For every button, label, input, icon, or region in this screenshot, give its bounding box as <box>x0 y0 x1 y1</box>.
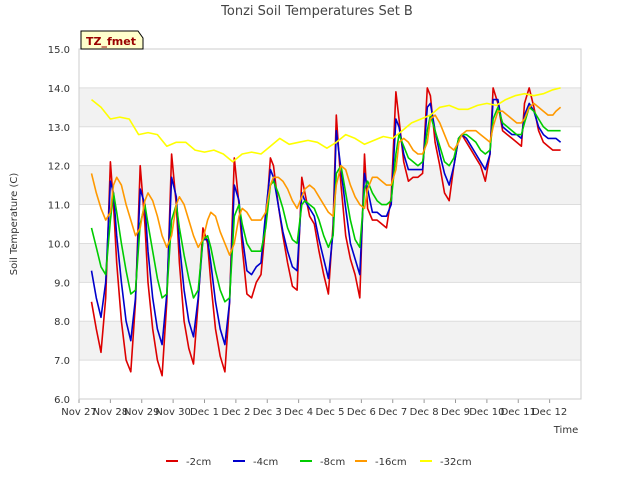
x-tick-label: Dec 7 <box>378 407 407 418</box>
legend-label: -2cm <box>186 457 211 468</box>
chart-title: Tonzi Soil Temperatures Set B <box>220 4 413 19</box>
y-tick-label: 15.0 <box>48 45 70 56</box>
series-line-8cm <box>90 106 561 303</box>
grid-band <box>79 165 581 205</box>
y-tick-label: 8.0 <box>54 317 70 328</box>
series-lines <box>90 87 562 377</box>
x-tick-label: Nov 28 <box>93 407 128 418</box>
x-tick-label: Dec 12 <box>532 407 567 418</box>
x-tick-label: Dec 2 <box>221 407 250 418</box>
x-axis-label: Time <box>553 425 578 436</box>
grid-band <box>79 49 581 88</box>
y-axis-label: Soil Temperature (C) <box>9 173 20 276</box>
x-tick-label: Nov 27 <box>61 407 96 418</box>
series-line-4cm <box>90 98 562 346</box>
series-line-16cm <box>90 102 562 256</box>
y-tick-label: 12.0 <box>48 162 70 173</box>
series-line-32cm <box>90 87 561 163</box>
plot-background <box>79 48 581 400</box>
legend-label: -16cm <box>375 457 407 468</box>
y-tick-label: 6.0 <box>54 395 70 406</box>
y-tick-label: 11.0 <box>48 201 70 212</box>
x-tick-label: Dec 10 <box>469 407 504 418</box>
legend-label: -4cm <box>253 457 278 468</box>
x-tick-label: Dec 5 <box>316 407 345 418</box>
grid-band <box>79 204 581 244</box>
annotation-badge: TZ_fmet <box>80 30 144 50</box>
x-tick-label: Dec 9 <box>441 407 470 418</box>
grid-band <box>79 282 581 322</box>
x-tick-label: Dec 4 <box>284 407 313 418</box>
legend: -2cm -4cm -8cm -16cm -32cm <box>166 457 472 468</box>
plot-frame <box>78 48 582 400</box>
x-tick-label: Dec 8 <box>410 407 439 418</box>
grid-band <box>79 87 581 127</box>
grid-band <box>79 360 581 399</box>
y-tick-label: 7.0 <box>54 356 70 367</box>
x-tick-label: Nov 30 <box>155 407 190 418</box>
y-tick-label: 9.0 <box>54 278 70 289</box>
y-tick-label: 13.0 <box>48 123 70 134</box>
y-axis: 6.0 7.0 8.0 9.0 10.0 11.0 12.0 13.0 14.0 15.0 <box>48 45 70 406</box>
x-tick-label: Dec 11 <box>501 407 536 418</box>
x-tick-label: Dec 3 <box>253 407 282 418</box>
legend-label: -32cm <box>440 457 472 468</box>
x-tick-label: Nov 29 <box>124 407 159 418</box>
annotation-text: TZ_fmet <box>86 35 136 48</box>
x-tick-label: Dec 1 <box>190 407 219 418</box>
y-tick-label: 10.0 <box>48 239 70 250</box>
y-tick-label: 14.0 <box>48 84 70 95</box>
x-tick-label: Dec 6 <box>347 407 376 418</box>
legend-label: -8cm <box>320 457 345 468</box>
